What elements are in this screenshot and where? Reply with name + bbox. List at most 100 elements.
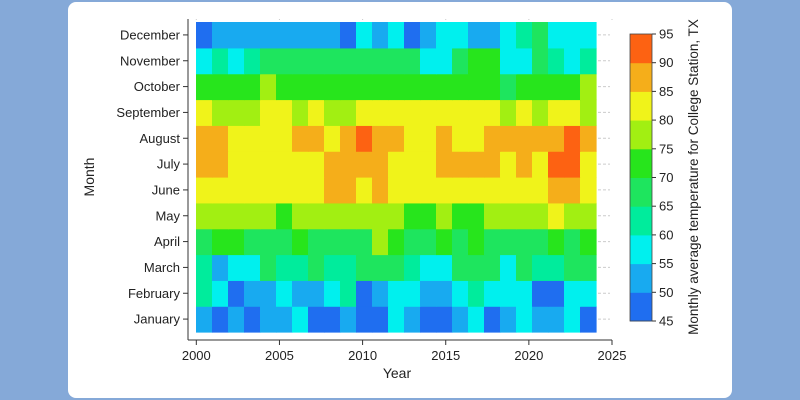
- heatmap-cell: [436, 254, 453, 281]
- heatmap-cell: [324, 177, 341, 204]
- heatmap-cell: [372, 73, 389, 101]
- heatmap-cell: [372, 47, 389, 75]
- heatmap-cell: [308, 22, 325, 49]
- heatmap-cell: [308, 306, 325, 333]
- heatmap-cell: [548, 306, 565, 333]
- heatmap-cell: [388, 47, 405, 75]
- heatmap-cell: [340, 22, 357, 49]
- heatmap-cell: [564, 202, 581, 230]
- heatmap-cell: [260, 177, 277, 204]
- heatmap-cell: [436, 22, 453, 49]
- heatmap-cell: [500, 125, 517, 152]
- y-tick-label: November: [120, 53, 181, 68]
- heatmap-cell: [324, 125, 341, 152]
- heatmap-cells: [196, 22, 597, 333]
- colorbar-tick-label: 65: [659, 199, 673, 214]
- heatmap-cell: [196, 47, 213, 75]
- heatmap-cell: [420, 47, 437, 75]
- heatmap-cell: [276, 73, 293, 101]
- heatmap-cell: [356, 73, 373, 101]
- heatmap-cell: [228, 151, 245, 178]
- heatmap-cell: [308, 47, 325, 75]
- heatmap-cell: [468, 254, 485, 281]
- colorbar-bin: [630, 120, 652, 150]
- heatmap-cell: [212, 254, 229, 281]
- heatmap-cell: [452, 306, 469, 333]
- heatmap-cell: [260, 125, 277, 152]
- heatmap-cell: [228, 99, 245, 126]
- heatmap-cell: [244, 125, 261, 152]
- heatmap-cell: [452, 202, 469, 230]
- heatmap-cell: [340, 177, 357, 204]
- heatmap-cell: [292, 22, 309, 49]
- heatmap-cell: [276, 254, 293, 281]
- heatmap-cell: [276, 228, 293, 256]
- heatmap-cell: [276, 280, 293, 307]
- heatmap-cell: [468, 47, 485, 75]
- heatmap-cell: [340, 47, 357, 75]
- y-tick-label: May: [155, 208, 180, 223]
- heatmap-cell: [324, 22, 341, 49]
- heatmap-cell: [356, 99, 373, 126]
- heatmap-cell: [500, 177, 517, 204]
- heatmap-cell: [340, 99, 357, 126]
- colorbar-tick-label: 90: [659, 55, 673, 70]
- heatmap-cell: [372, 306, 389, 333]
- heatmap-cell: [292, 47, 309, 75]
- heatmap-cell: [228, 280, 245, 307]
- heatmap-cell: [212, 99, 229, 126]
- heatmap-cell: [356, 254, 373, 281]
- heatmap-cell: [372, 254, 389, 281]
- heatmap-cell: [468, 228, 485, 256]
- heatmap-cell: [260, 254, 277, 281]
- heatmap-cell: [308, 99, 325, 126]
- y-tick-label: July: [157, 157, 181, 172]
- heatmap-cell: [452, 177, 469, 204]
- y-tick-label: April: [154, 234, 180, 249]
- heatmap-cell: [292, 280, 309, 307]
- heatmap-cell: [228, 22, 245, 49]
- heatmap-cell: [436, 280, 453, 307]
- axes: January February March April May June July Augu…: [116, 19, 626, 363]
- heatmap-cell: [260, 22, 277, 49]
- heatmap-cell: [260, 280, 277, 307]
- heatmap-cell: [196, 280, 213, 307]
- heatmap-cell: [388, 177, 405, 204]
- heatmap-cell: [244, 228, 261, 256]
- x-tick-label: 2020: [514, 348, 543, 363]
- heatmap-cell: [228, 125, 245, 152]
- colorbar-bin: [630, 206, 652, 236]
- heatmap-cell: [356, 22, 373, 49]
- heatmap-cell: [436, 151, 453, 178]
- heatmap-cell: [244, 254, 261, 281]
- heatmap-cell: [196, 202, 213, 230]
- heatmap-cell: [516, 151, 533, 178]
- colorbar-bin: [630, 91, 652, 121]
- y-tick-label: August: [140, 131, 181, 146]
- heatmap-cell: [420, 254, 437, 281]
- heatmap-cell: [244, 177, 261, 204]
- heatmap-cell: [564, 306, 581, 333]
- colorbar-tick-label: 45: [659, 314, 673, 329]
- heatmap-cell: [500, 306, 517, 333]
- heatmap-cell: [228, 47, 245, 75]
- y-tick-label: March: [144, 260, 180, 275]
- heatmap-cell: [324, 280, 341, 307]
- heatmap-cell: [484, 73, 501, 101]
- colorbar-tick-label: 50: [659, 285, 673, 300]
- heatmap-cell: [404, 22, 421, 49]
- heatmap-cell: [292, 228, 309, 256]
- heatmap-cell: [260, 99, 277, 126]
- heatmap-cell: [356, 202, 373, 230]
- heatmap-cell: [324, 47, 341, 75]
- heatmap-cell: [356, 125, 373, 152]
- heatmap-cell: [388, 202, 405, 230]
- heatmap-cell: [212, 280, 229, 307]
- heatmap-cell: [580, 306, 597, 333]
- x-tick-label: 2005: [265, 348, 294, 363]
- heatmap-cell: [420, 177, 437, 204]
- y-tick-label: February: [128, 286, 181, 301]
- heatmap-cell: [468, 151, 485, 178]
- heatmap-cell: [452, 228, 469, 256]
